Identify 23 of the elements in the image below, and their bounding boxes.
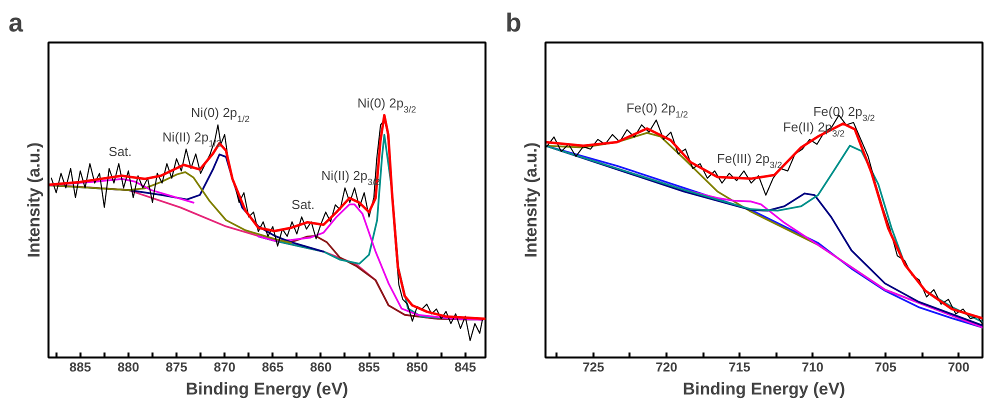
annotation: Sat. bbox=[108, 144, 132, 159]
x-tick-label: 875 bbox=[166, 360, 188, 374]
x-tick-label: 880 bbox=[118, 360, 140, 374]
y-axis-title: Intensity (a.u.) bbox=[24, 142, 44, 258]
x-tick-label: 860 bbox=[310, 360, 332, 374]
x-tick-label: 725 bbox=[582, 360, 604, 374]
x-tick-label: 870 bbox=[214, 360, 236, 374]
x-tick-label: 845 bbox=[454, 360, 476, 374]
x-tick-label: 710 bbox=[802, 360, 824, 374]
x-tick-label: 715 bbox=[728, 360, 750, 374]
x-tick-label: 705 bbox=[874, 360, 896, 374]
x-tick-label: 720 bbox=[656, 360, 678, 374]
x-tick-label: 885 bbox=[69, 360, 92, 374]
x-axis-title: Binding Energy (eV) bbox=[682, 380, 846, 398]
x-tick-label: 850 bbox=[406, 360, 428, 374]
chart-title: a bbox=[8, 8, 24, 38]
x-axis-title: Binding Energy (eV) bbox=[186, 380, 348, 398]
x-tick-label: 855 bbox=[358, 360, 380, 374]
x-tick-label: 865 bbox=[262, 360, 284, 374]
y-axis-title: Intensity (a.u.) bbox=[522, 142, 540, 258]
chart-title: b bbox=[506, 8, 522, 38]
annotation: Sat. bbox=[292, 197, 315, 212]
x-tick-label: 700 bbox=[948, 360, 970, 374]
